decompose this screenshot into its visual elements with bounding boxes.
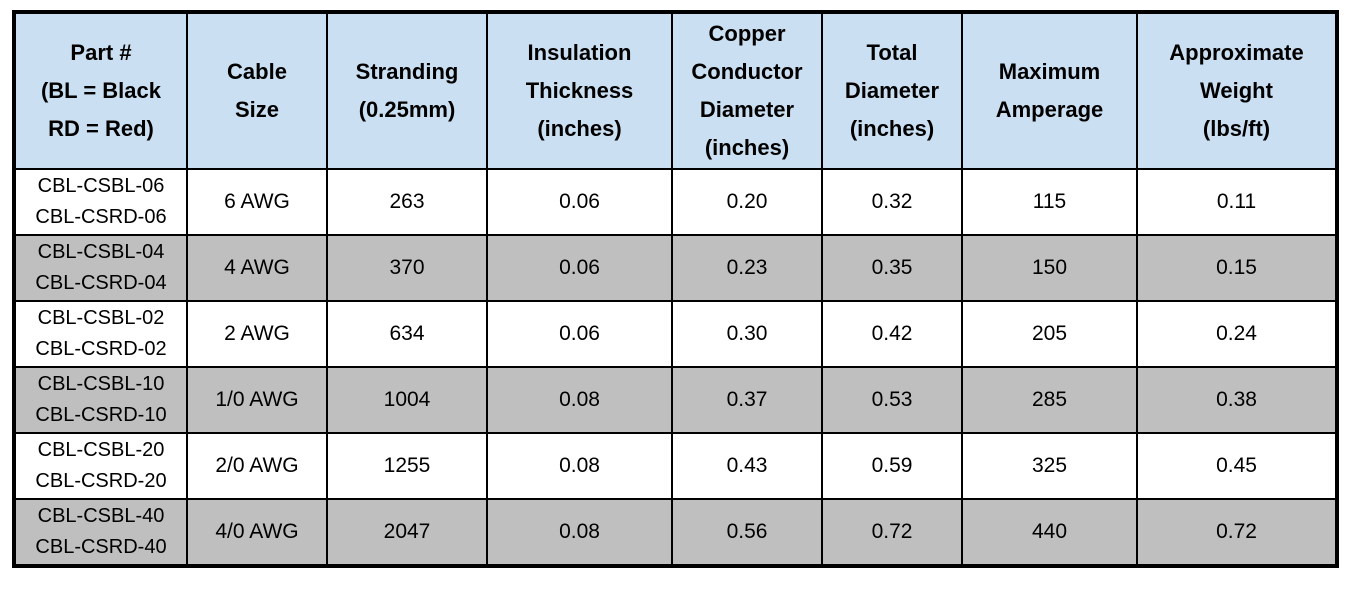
table-row: CBL-CSBL-04 CBL-CSRD-04 4 AWG 370 0.06 0… [13,234,1338,302]
insulation-thickness-cell: 0.06 [486,168,673,236]
maximum-amperage-cell: 325 [961,432,1138,500]
header-row: Part # (BL = Black RD = Red) Cable Size … [13,11,1338,170]
table-row: CBL-CSBL-10 CBL-CSRD-10 1/0 AWG 1004 0.0… [13,366,1338,434]
insulation-thickness-cell: 0.08 [486,366,673,434]
copper-conductor-diameter-cell: 0.43 [671,432,823,500]
approximate-weight-cell: 0.11 [1136,168,1338,236]
header-insulation-thickness: Insulation Thickness (inches) [486,11,673,170]
stranding-cell: 2047 [326,498,488,567]
insulation-thickness-cell: 0.08 [486,432,673,500]
copper-conductor-diameter-cell: 0.20 [671,168,823,236]
total-diameter-cell: 0.35 [821,234,963,302]
maximum-amperage-cell: 115 [961,168,1138,236]
maximum-amperage-cell: 440 [961,498,1138,567]
part-number-cell: CBL-CSBL-40 CBL-CSRD-40 [13,498,188,567]
maximum-amperage-cell: 205 [961,300,1138,368]
insulation-thickness-cell: 0.06 [486,234,673,302]
approximate-weight-cell: 0.24 [1136,300,1338,368]
table-row: CBL-CSBL-06 CBL-CSRD-06 6 AWG 263 0.06 0… [13,168,1338,236]
cable-size-cell: 2 AWG [186,300,328,368]
total-diameter-cell: 0.42 [821,300,963,368]
copper-conductor-diameter-cell: 0.56 [671,498,823,567]
approximate-weight-cell: 0.45 [1136,432,1338,500]
total-diameter-cell: 0.53 [821,366,963,434]
copper-conductor-diameter-cell: 0.23 [671,234,823,302]
table-row: CBL-CSBL-02 CBL-CSRD-02 2 AWG 634 0.06 0… [13,300,1338,368]
insulation-thickness-cell: 0.08 [486,498,673,567]
header-approximate-weight: Approximate Weight (lbs/ft) [1136,11,1338,170]
cable-spec-table: Part # (BL = Black RD = Red) Cable Size … [12,10,1339,568]
stranding-cell: 634 [326,300,488,368]
part-number-cell: CBL-CSBL-02 CBL-CSRD-02 [13,300,188,368]
cable-size-cell: 2/0 AWG [186,432,328,500]
part-number-cell: CBL-CSBL-20 CBL-CSRD-20 [13,432,188,500]
copper-conductor-diameter-cell: 0.37 [671,366,823,434]
part-number-cell: CBL-CSBL-04 CBL-CSRD-04 [13,234,188,302]
part-number-cell: CBL-CSBL-10 CBL-CSRD-10 [13,366,188,434]
maximum-amperage-cell: 150 [961,234,1138,302]
total-diameter-cell: 0.32 [821,168,963,236]
cable-size-cell: 6 AWG [186,168,328,236]
header-part-number: Part # (BL = Black RD = Red) [13,11,188,170]
stranding-cell: 1255 [326,432,488,500]
approximate-weight-cell: 0.72 [1136,498,1338,567]
copper-conductor-diameter-cell: 0.30 [671,300,823,368]
table-row: CBL-CSBL-20 CBL-CSRD-20 2/0 AWG 1255 0.0… [13,432,1338,500]
header-copper-conductor-diameter: Copper Conductor Diameter (inches) [671,11,823,170]
header-cable-size: Cable Size [186,11,328,170]
table-row: CBL-CSBL-40 CBL-CSRD-40 4/0 AWG 2047 0.0… [13,498,1338,567]
maximum-amperage-cell: 285 [961,366,1138,434]
header-stranding: Stranding (0.25mm) [326,11,488,170]
cable-size-cell: 4 AWG [186,234,328,302]
header-maximum-amperage: Maximum Amperage [961,11,1138,170]
cable-size-cell: 1/0 AWG [186,366,328,434]
header-total-diameter: Total Diameter (inches) [821,11,963,170]
stranding-cell: 370 [326,234,488,302]
total-diameter-cell: 0.59 [821,432,963,500]
cable-size-cell: 4/0 AWG [186,498,328,567]
part-number-cell: CBL-CSBL-06 CBL-CSRD-06 [13,168,188,236]
approximate-weight-cell: 0.38 [1136,366,1338,434]
stranding-cell: 1004 [326,366,488,434]
approximate-weight-cell: 0.15 [1136,234,1338,302]
total-diameter-cell: 0.72 [821,498,963,567]
stranding-cell: 263 [326,168,488,236]
insulation-thickness-cell: 0.06 [486,300,673,368]
